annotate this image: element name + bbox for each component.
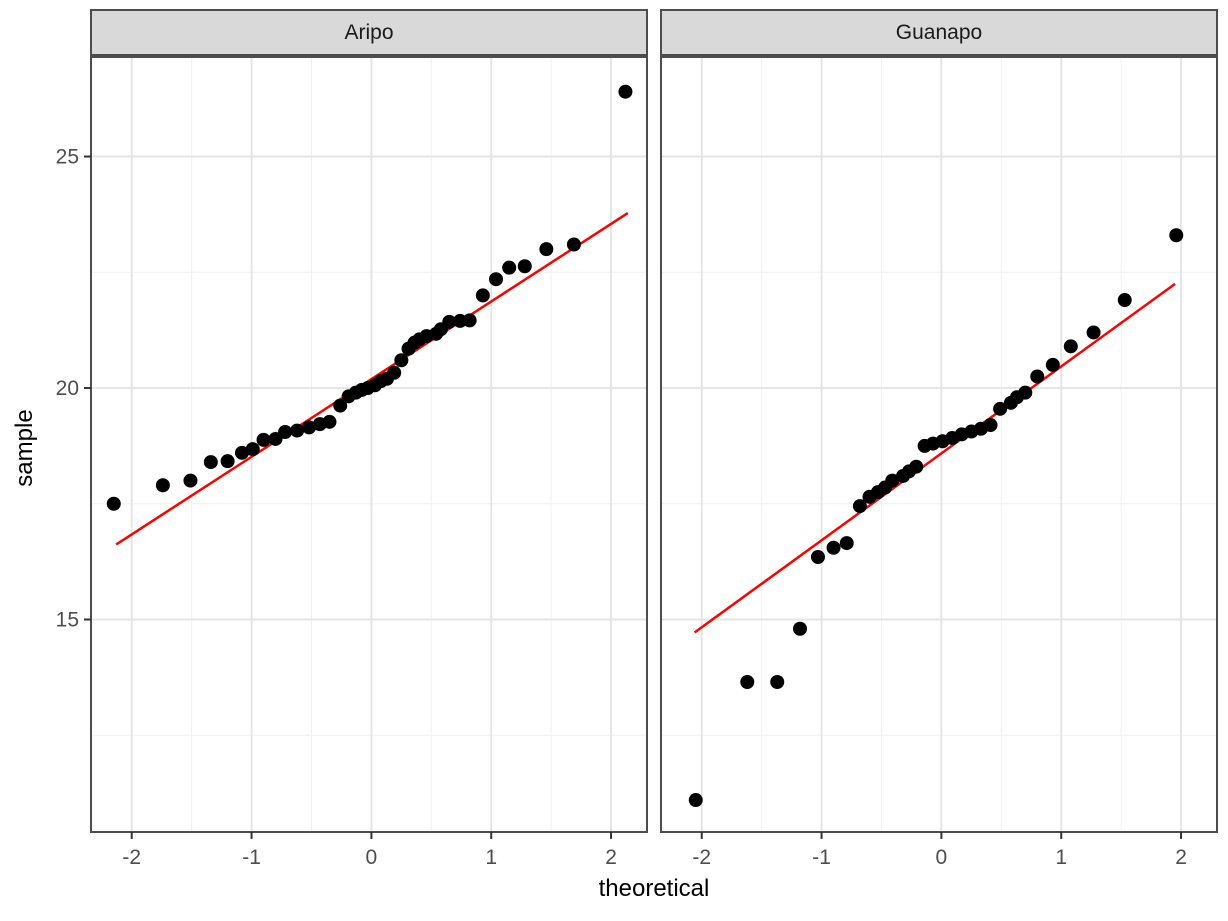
data-point: [618, 84, 633, 99]
data-point: [155, 478, 170, 493]
data-point: [183, 473, 198, 488]
facet-strip-aripo: Aripo: [90, 9, 648, 56]
x-tick-label: 0: [366, 846, 378, 869]
data-point: [1086, 325, 1101, 340]
x-tick-label: 2: [1175, 846, 1187, 869]
panel-border: [660, 56, 1218, 833]
data-point: [333, 398, 348, 413]
data-point: [278, 425, 293, 439]
data-point: [387, 365, 402, 380]
data-point: [566, 237, 581, 252]
x-tick-label: 2: [605, 846, 617, 869]
panel-border: [90, 56, 648, 833]
x-tick-label: 0: [936, 846, 948, 869]
y-tick-label: 15: [56, 609, 79, 632]
qq-reference-line: [693, 282, 1176, 634]
data-point: [517, 259, 532, 274]
data-point: [740, 675, 755, 689]
data-point: [322, 414, 337, 429]
facet-strip-guanapo: Guanapo: [660, 9, 1218, 56]
data-point: [106, 496, 121, 511]
data-point: [852, 499, 867, 514]
data-point: [1117, 293, 1132, 308]
x-tick-label: 1: [1055, 846, 1067, 869]
data-point: [256, 432, 271, 447]
data-point: [442, 314, 457, 329]
x-axis-title: theoretical: [598, 875, 710, 902]
data-point: [983, 418, 998, 433]
data-point: [1030, 369, 1045, 384]
x-tick-label: -1: [242, 846, 261, 869]
data-point: [462, 313, 477, 328]
data-point: [290, 423, 305, 438]
data-point: [688, 793, 703, 808]
data-point: [909, 459, 924, 474]
data-point: [394, 353, 409, 368]
data-point: [475, 288, 490, 303]
data-point: [793, 621, 807, 636]
data-point: [770, 675, 785, 689]
data-point: [203, 455, 218, 470]
data-point: [1063, 339, 1078, 354]
x-tick-label: 1: [485, 846, 497, 869]
data-point: [302, 420, 317, 435]
data-point: [489, 272, 504, 287]
x-tick-label: -2: [692, 846, 711, 869]
data-point: [993, 401, 1008, 416]
data-point: [1018, 385, 1033, 400]
data-point: [826, 540, 841, 555]
data-point: [885, 473, 900, 488]
data-point: [839, 536, 854, 551]
y-tick-label: 20: [56, 377, 79, 400]
data-point: [220, 454, 235, 469]
data-point: [502, 260, 517, 275]
data-point: [1045, 357, 1060, 372]
y-axis-title: sample: [11, 409, 38, 487]
x-tick-label: -2: [122, 846, 141, 869]
qq-reference-line: [115, 211, 629, 546]
data-point: [1169, 228, 1184, 243]
x-tick-label: -1: [812, 846, 831, 869]
data-point: [810, 550, 825, 564]
data-point: [234, 445, 249, 460]
data-point: [245, 442, 260, 457]
y-tick-label: 25: [56, 146, 79, 169]
panel-background: [91, 57, 647, 832]
data-point: [539, 242, 554, 257]
